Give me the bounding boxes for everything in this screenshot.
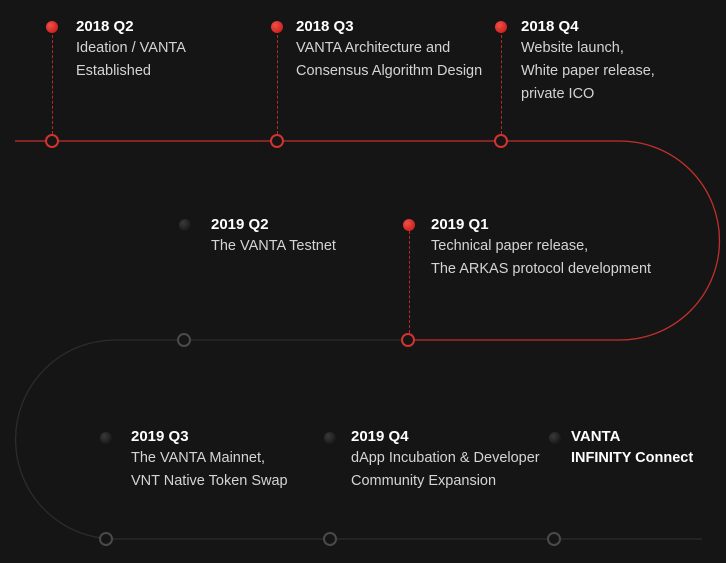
timeline-node-icon [99, 532, 113, 546]
milestone-marker-icon [100, 432, 112, 444]
milestone-description-line: dApp Incubation & Developer [351, 450, 540, 466]
milestone-period: 2019 Q1 [431, 216, 489, 233]
milestone-description-line: Technical paper release, [431, 238, 589, 254]
milestone-marker-icon [324, 432, 336, 444]
milestone-description-line: Website launch, [521, 40, 624, 56]
milestone-description-line: White paper release, [521, 63, 655, 79]
milestone-period: 2018 Q3 [296, 18, 354, 35]
milestone-marker-icon [549, 432, 561, 444]
milestone-description: Technical paper release, The ARKAS proto… [431, 235, 651, 281]
milestone-marker-icon [403, 219, 415, 231]
milestone-stem [52, 30, 53, 134]
timeline-node-icon [401, 333, 415, 347]
milestone-marker-icon [46, 21, 58, 33]
milestone-marker-icon [271, 21, 283, 33]
milestone-description: VANTA Architecture and Consensus Algorit… [296, 37, 482, 83]
milestone-description: The VANTA Mainnet, VNT Native Token Swap [131, 447, 288, 493]
milestone-description: Ideation / VANTA Established [76, 37, 186, 83]
track-segment-row1 [15, 140, 721, 341]
milestone-description: dApp Incubation & Developer Community Ex… [351, 447, 540, 493]
milestone-description-line: The VANTA Testnet [211, 238, 336, 254]
milestone-description-line: VNT Native Token Swap [131, 473, 288, 489]
milestone-stem [501, 30, 502, 134]
milestone-period: 2019 Q4 [351, 428, 409, 445]
milestone-description-line: private ICO [521, 86, 595, 102]
milestone-marker-icon [179, 219, 191, 231]
milestone-description: INFINITY Connect [571, 447, 693, 470]
milestone-marker-icon [495, 21, 507, 33]
timeline-node-icon [547, 532, 561, 546]
timeline-node-icon [45, 134, 59, 148]
milestone-period: 2018 Q2 [76, 18, 134, 35]
milestone-description-line: INFINITY Connect [571, 450, 694, 466]
milestone-description: The VANTA Testnet [211, 235, 336, 258]
milestone-description-line: Ideation / VANTA [76, 40, 186, 56]
track-segment-row2 [14, 339, 702, 540]
milestone-period: 2018 Q4 [521, 18, 579, 35]
timeline-node-icon [323, 532, 337, 546]
timeline-node-icon [270, 134, 284, 148]
milestone-stem [277, 30, 278, 134]
milestone-description: Website launch, White paper release, pri… [521, 37, 655, 106]
milestone-description-line: VANTA Architecture and [296, 40, 451, 56]
milestone-stem [409, 231, 410, 333]
milestone-period: 2019 Q2 [211, 216, 269, 233]
milestone-period: VANTA [571, 428, 621, 445]
milestone-description-line: The VANTA Mainnet, [131, 450, 266, 466]
timeline-node-icon [494, 134, 508, 148]
milestone-period: 2019 Q3 [131, 428, 189, 445]
milestone-description-line: Consensus Algorithm Design [296, 63, 483, 79]
milestone-description-line: Established [76, 63, 151, 79]
timeline-node-icon [177, 333, 191, 347]
milestone-description-line: The ARKAS protocol development [431, 261, 652, 277]
milestone-description-line: Community Expansion [351, 473, 497, 489]
